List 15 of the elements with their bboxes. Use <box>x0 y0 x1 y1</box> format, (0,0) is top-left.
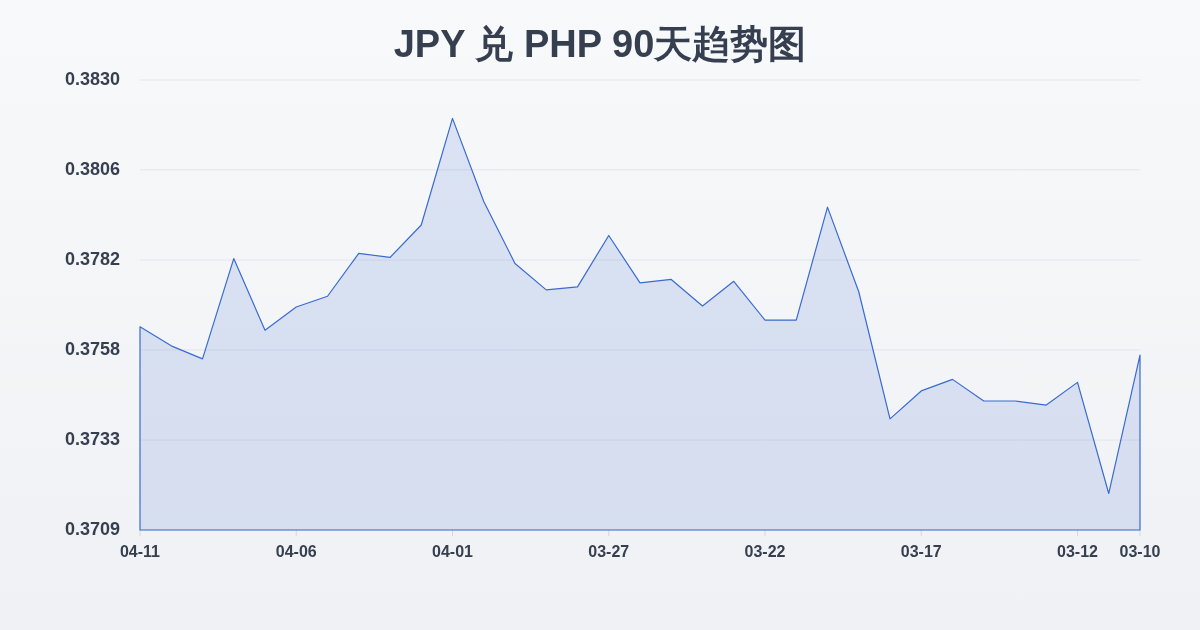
y-tick-label: 0.3806 <box>64 158 120 179</box>
x-tick-label: 03-12 <box>1057 543 1099 561</box>
x-tick-label: 04-01 <box>432 543 474 561</box>
y-tick-label: 0.3758 <box>64 338 120 359</box>
y-tick-label: 0.3733 <box>64 428 120 449</box>
x-tick-label: 04-06 <box>275 543 317 561</box>
x-tick-label: 03-17 <box>900 543 942 561</box>
x-tick-label: 03-22 <box>744 543 786 561</box>
x-tick-label: 03-10 <box>1119 543 1161 561</box>
x-tick-label: 04-11 <box>119 543 161 561</box>
y-tick-label: 0.3782 <box>64 248 120 269</box>
chart-title: JPY 兑 PHP 90天趋势图 <box>393 23 807 66</box>
y-tick-label: 0.3830 <box>64 68 120 89</box>
y-tick-label: 0.3709 <box>64 518 120 539</box>
x-tick-label: 03-27 <box>588 543 630 561</box>
